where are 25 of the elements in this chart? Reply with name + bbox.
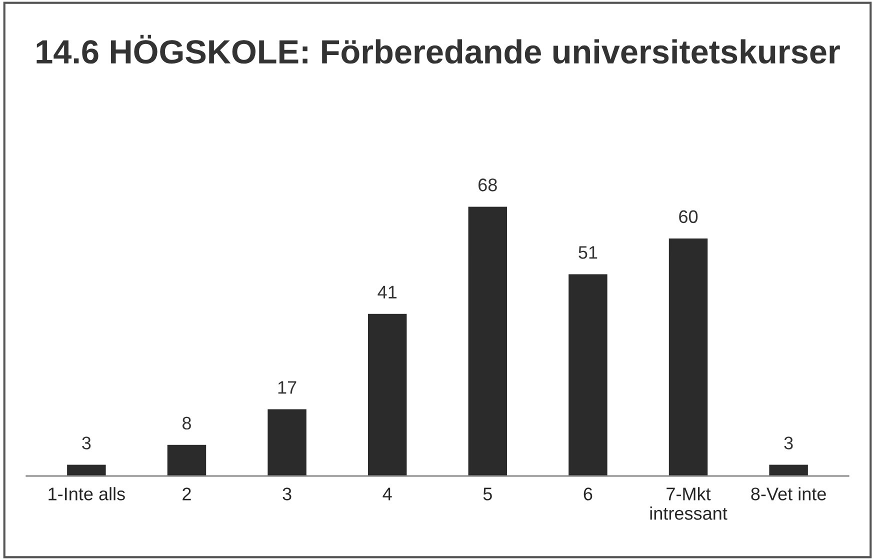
x-tick-label: 3 (282, 488, 292, 500)
data-label: 3 (784, 436, 793, 450)
x-tick-label: 7-Mkt intressant (650, 487, 728, 520)
bar (66, 463, 108, 476)
data-label: 51 (578, 246, 598, 259)
x-tick-label: 4 (382, 488, 392, 500)
data-label: 3 (82, 436, 91, 450)
bar (668, 237, 710, 476)
x-tick-label: 1-Inte alls (48, 487, 125, 500)
data-label: 8 (182, 416, 191, 430)
data-label: 60 (679, 210, 698, 224)
x-tick-label: 6 (584, 488, 592, 500)
data-label: 41 (378, 286, 397, 298)
bar (166, 444, 208, 476)
bar (567, 272, 609, 476)
chart-title: 14.6 HÖGSKOLE: Förberedande universitetskurser (36, 34, 840, 64)
x-tick-label: 5 (483, 488, 492, 500)
x-tick-label: 8-Vet inte (751, 487, 826, 500)
bar (266, 408, 308, 476)
bar (768, 463, 810, 476)
x-tick-label: 2 (182, 488, 191, 500)
bar (366, 312, 408, 476)
data-label: 17 (278, 381, 296, 394)
data-label: 68 (478, 178, 497, 192)
bar (466, 205, 508, 476)
